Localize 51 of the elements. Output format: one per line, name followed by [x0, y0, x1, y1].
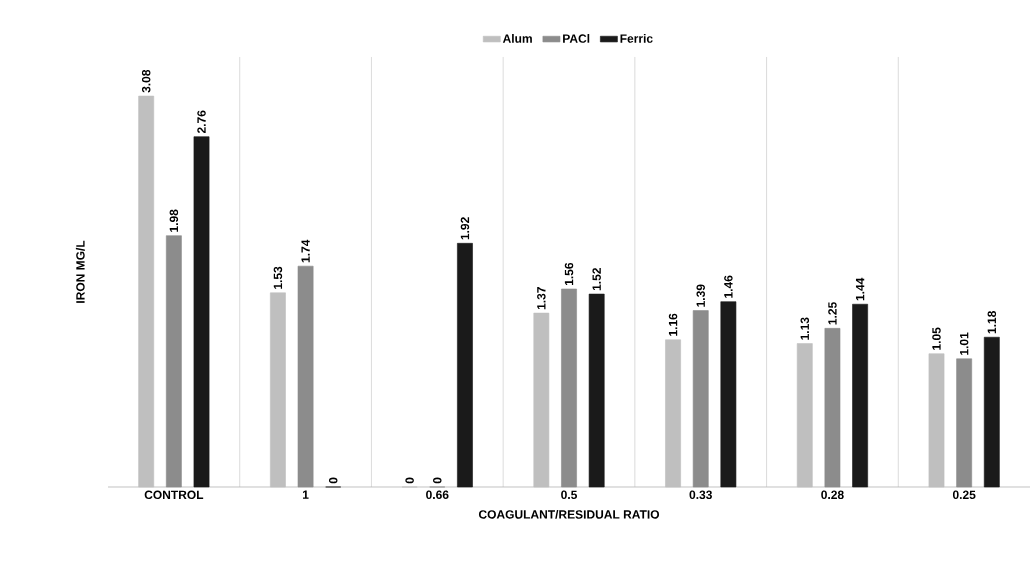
data-label: 1.44 — [855, 277, 865, 301]
data-label: 1.16 — [668, 313, 678, 336]
x-tick-label: 0.28 — [821, 490, 844, 500]
x-tick-label: 0.25 — [952, 490, 976, 500]
data-label: 1.25 — [828, 302, 837, 325]
bar — [983, 336, 1000, 488]
bar — [270, 292, 286, 488]
data-label: 1.37 — [537, 287, 546, 310]
bar — [852, 303, 868, 488]
data-label: 1.18 — [987, 311, 997, 334]
data-label: 1.13 — [800, 317, 810, 340]
bar — [720, 301, 737, 488]
data-label: 1.39 — [696, 284, 705, 307]
data-label: 0 — [433, 477, 442, 484]
bar — [796, 343, 813, 488]
data-label: 0 — [405, 477, 414, 484]
bar — [928, 353, 945, 488]
data-label: 1.98 — [169, 209, 179, 232]
data-label: 1.92 — [460, 217, 470, 240]
bar — [561, 288, 577, 488]
bar — [457, 243, 473, 488]
bar — [824, 328, 841, 488]
x-axis-title: COAGULANT/RESIDUAL RATIO — [478, 509, 660, 519]
bar — [665, 339, 681, 488]
data-label: 1.56 — [564, 262, 574, 286]
legend-label: Ferric — [620, 34, 653, 43]
data-label: 2.76 — [197, 110, 206, 134]
bar — [588, 293, 605, 488]
x-tick-label: 1 — [302, 490, 309, 499]
bar — [956, 358, 973, 488]
data-label: 0 — [328, 477, 338, 484]
data-label: 1.01 — [959, 332, 969, 355]
bar — [193, 136, 210, 488]
x-tick-label: CONTROL — [144, 490, 204, 500]
bar — [138, 95, 155, 488]
data-label: 1.53 — [273, 266, 283, 289]
bar — [297, 265, 314, 488]
bar — [533, 312, 550, 488]
x-tick-label: 0.66 — [426, 490, 449, 500]
x-tick-label: 0.33 — [689, 490, 712, 500]
data-label: 1.52 — [592, 268, 601, 291]
data-label: 1.46 — [724, 275, 733, 298]
data-label: 1.74 — [301, 239, 310, 263]
data-label: 1.05 — [932, 327, 941, 350]
data-label: 3.08 — [141, 69, 151, 93]
bar — [692, 310, 709, 488]
y-axis-title: IRON MG/L — [75, 240, 85, 303]
bar — [165, 235, 182, 488]
legend-label: Alum — [502, 34, 532, 43]
x-tick-label: 0.5 — [561, 490, 578, 500]
legend-label: PACl — [563, 34, 590, 43]
